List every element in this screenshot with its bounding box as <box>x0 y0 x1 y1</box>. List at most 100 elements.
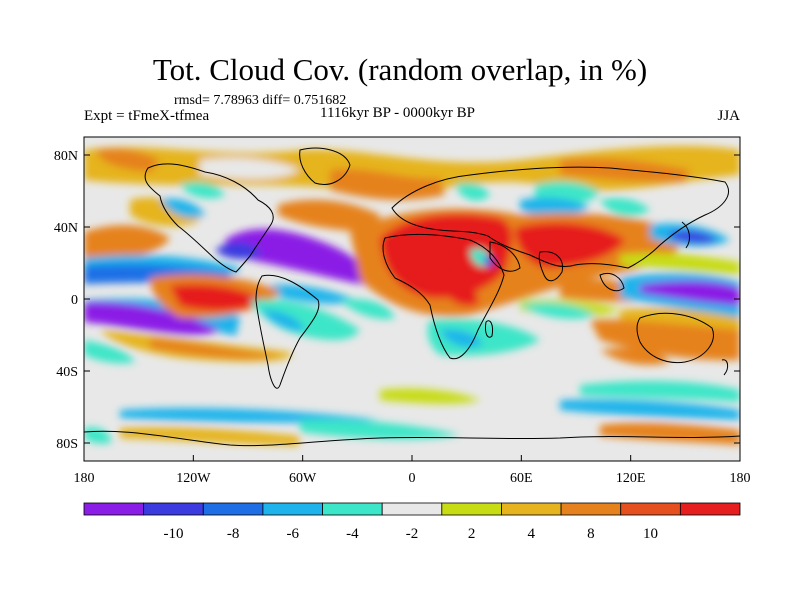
lon-tick-label: 0 <box>409 471 416 486</box>
colorbar-label: -6 <box>286 526 299 542</box>
colorbar-label: 10 <box>643 526 658 542</box>
field-region <box>270 284 355 304</box>
field-region <box>580 380 740 402</box>
field-region <box>84 225 170 260</box>
lon-tick-label: 120E <box>616 471 646 486</box>
field-region <box>620 307 740 330</box>
field-region <box>620 252 740 275</box>
colorbar-swatch <box>381 502 443 516</box>
coastline-australia <box>636 312 714 364</box>
field-region <box>455 183 490 201</box>
colorbar-label: 2 <box>468 526 476 542</box>
field-region <box>84 301 220 336</box>
lon-tick-label: 180 <box>730 471 751 486</box>
colorbar-label: 4 <box>528 526 536 542</box>
field-region <box>600 422 740 445</box>
coastline-new-zealand <box>721 359 729 376</box>
field-region <box>427 318 540 356</box>
field-region <box>515 222 625 268</box>
field-region <box>600 348 670 365</box>
coastline-india <box>538 251 564 282</box>
field-region <box>590 319 740 361</box>
colorbar-label: -8 <box>227 526 240 542</box>
colorbar-swatch <box>620 502 681 516</box>
colorbar-label: 8 <box>587 526 595 542</box>
field-region <box>670 230 718 243</box>
coastline-madagascar <box>485 320 493 338</box>
coastline-africa <box>382 233 505 360</box>
coastline-se-asia <box>599 273 625 292</box>
coastline-europe-asia <box>391 166 729 269</box>
field-region <box>262 310 305 331</box>
lat-tick-label: 40N <box>54 221 78 236</box>
field-region <box>640 280 740 306</box>
field-region <box>380 213 512 299</box>
coastline-south-america <box>255 274 320 389</box>
experiment-label: Expt = tFmeX-tfmea <box>84 108 210 124</box>
field-region <box>560 399 740 420</box>
field-region <box>160 198 205 218</box>
field-region <box>84 145 740 194</box>
coastline-north-america <box>144 163 274 273</box>
colorbar <box>83 502 741 516</box>
lon-tick-label: 180 <box>74 471 95 486</box>
colorbar-label: -10 <box>163 526 183 542</box>
field-region <box>96 148 160 172</box>
field-region <box>84 255 240 274</box>
field-region <box>600 198 650 216</box>
field-region <box>170 284 262 311</box>
longitude-axis: 180 120W 60W 0 60E 120E 180 <box>74 455 751 486</box>
colorbar-swatch <box>501 502 562 516</box>
field-region <box>150 338 280 359</box>
field-region <box>278 199 380 232</box>
field-region <box>340 299 395 320</box>
colorbar-swatch <box>560 502 622 516</box>
colorbar-swatch <box>441 502 502 516</box>
field-region <box>300 419 460 440</box>
period-label: 1116kyr BP - 0000kyr BP <box>320 105 476 121</box>
colorbar-swatch <box>322 502 383 516</box>
field-region <box>120 427 300 446</box>
colorbar-label: -2 <box>406 526 419 542</box>
colorbar-swatch <box>202 502 264 516</box>
colorbar-swatch <box>143 502 204 516</box>
field-region <box>440 279 479 306</box>
colorbar-swatch <box>679 502 741 516</box>
lon-tick-label: 120W <box>176 471 211 486</box>
field-region <box>440 329 482 347</box>
colorbar-label: -4 <box>346 526 359 542</box>
field-region <box>330 168 445 200</box>
season-label: JJA <box>717 108 740 124</box>
lat-tick-label: 0 <box>71 293 78 308</box>
latitude-axis: 80N 40N 0 40S 80S <box>54 149 740 452</box>
colorbar-labels: -10 -8 -6 -4 -2 2 4 8 10 <box>163 526 658 542</box>
lon-tick-label: 60E <box>510 471 533 486</box>
lat-tick-label: 80N <box>54 149 78 164</box>
lon-tick-label: 60W <box>289 471 317 486</box>
lat-tick-label: 40S <box>56 365 78 380</box>
lat-tick-label: 80S <box>56 437 78 452</box>
plot-title: Tot. Cloud Cov. (random overlap, in %) <box>152 52 648 87</box>
field-region <box>380 388 480 404</box>
coastlines <box>84 147 740 447</box>
field-region <box>130 197 200 227</box>
field-region <box>84 340 135 364</box>
field-region <box>225 229 374 286</box>
colorbar-swatch <box>262 502 323 516</box>
field-region <box>560 158 690 183</box>
coastline-antarctica <box>84 430 740 447</box>
field-region <box>180 182 225 199</box>
coastline-greenland <box>299 147 351 185</box>
field-region <box>200 158 300 179</box>
field-region <box>520 303 595 319</box>
coastline-arabia <box>489 241 521 272</box>
field-region <box>520 197 590 216</box>
coastline-japan <box>681 221 690 249</box>
field-region <box>484 256 495 267</box>
field-region <box>120 408 380 423</box>
stats-line: rmsd= 7.78963 diff= 0.751682 <box>174 93 347 108</box>
colorbar-swatch <box>83 502 145 516</box>
anomaly-field <box>84 137 740 461</box>
field-region <box>250 299 360 340</box>
